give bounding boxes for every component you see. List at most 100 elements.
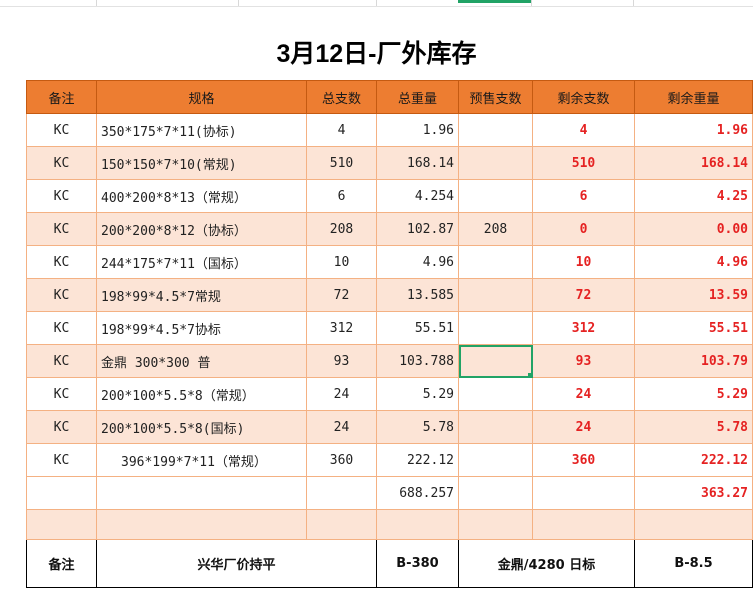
total-count-cell[interactable]: 208 [306,212,377,246]
total-weight-cell[interactable]: 222.12 [376,443,459,477]
note-cell[interactable]: KC [26,344,97,378]
presale-cell[interactable] [458,278,533,312]
spec-cell[interactable]: 150*150*7*10(常规) [96,146,307,180]
presale-cell[interactable] [458,245,533,279]
total-weight-cell[interactable]: 168.14 [376,146,459,180]
empty-cell[interactable] [306,509,377,540]
header-remaining-count[interactable]: 剩余支数 [532,80,635,114]
spec-cell[interactable]: 350*175*7*11(协标) [96,113,307,147]
total-weight-cell[interactable]: 102.87 [376,212,459,246]
total-count-cell[interactable]: 360 [306,443,377,477]
note-cell[interactable]: KC [26,179,97,213]
remaining-weight-cell[interactable]: 4.96 [634,245,753,279]
footer-b380[interactable]: B-380 [376,539,459,588]
presale-cell[interactable] [458,344,533,378]
empty-cell[interactable] [532,509,635,540]
total-weight-cell[interactable]: 103.788 [376,344,459,378]
spec-cell[interactable]: 200*100*5.5*8(国标) [96,410,307,444]
header-total-weight[interactable]: 总重量 [376,80,459,114]
header-note[interactable]: 备注 [26,80,97,114]
remaining-count-cell[interactable]: 10 [532,245,635,279]
remaining-weight-cell[interactable]: 1.96 [634,113,753,147]
remaining-count-cell[interactable]: 24 [532,377,635,411]
note-cell[interactable]: KC [26,278,97,312]
total-weight-cell[interactable]: 5.78 [376,410,459,444]
remaining-count-cell[interactable]: 72 [532,278,635,312]
presale-cell[interactable] [458,410,533,444]
footer-jinding-note[interactable]: 金鼎/4280 日标 [458,539,635,588]
remaining-weight-cell[interactable]: 168.14 [634,146,753,180]
presale-cell[interactable] [458,443,533,477]
footer-xinghua-note[interactable]: 兴华厂价持平 [96,539,377,588]
remaining-weight-cell[interactable]: 13.59 [634,278,753,312]
remaining-count-cell[interactable]: 4 [532,113,635,147]
remaining-weight-cell[interactable]: 222.12 [634,443,753,477]
totals-remaining-count-cell[interactable] [532,476,635,510]
note-cell[interactable]: KC [26,212,97,246]
total-weight-cell[interactable]: 55.51 [376,311,459,345]
remaining-weight-cell[interactable]: 0.00 [634,212,753,246]
presale-cell[interactable]: 208 [458,212,533,246]
total-weight-cell[interactable]: 5.29 [376,377,459,411]
presale-cell[interactable] [458,311,533,345]
spec-cell[interactable]: 200*200*8*12（协标） [96,212,307,246]
total-count-cell[interactable]: 93 [306,344,377,378]
total-weight-cell[interactable]: 13.585 [376,278,459,312]
remaining-count-cell[interactable]: 312 [532,311,635,345]
note-cell[interactable]: KC [26,311,97,345]
note-cell[interactable]: KC [26,245,97,279]
header-total-count[interactable]: 总支数 [306,80,377,114]
presale-cell[interactable] [458,146,533,180]
note-cell[interactable]: KC [26,113,97,147]
total-count-cell[interactable]: 24 [306,410,377,444]
total-count-cell[interactable]: 72 [306,278,377,312]
header-remaining-weight[interactable]: 剩余重量 [634,80,753,114]
header-spec[interactable]: 规格 [96,80,307,114]
header-presale[interactable]: 预售支数 [458,80,533,114]
spec-cell[interactable]: 244*175*7*11（国标） [96,245,307,279]
remaining-weight-cell[interactable]: 4.25 [634,179,753,213]
remaining-weight-cell[interactable]: 55.51 [634,311,753,345]
total-weight-cell[interactable]: 1.96 [376,113,459,147]
totals-spec-cell[interactable] [96,476,307,510]
remaining-count-cell[interactable]: 24 [532,410,635,444]
spec-cell[interactable]: 200*100*5.5*8（常规） [96,377,307,411]
remaining-count-cell[interactable]: 6 [532,179,635,213]
spec-cell[interactable]: 金鼎 300*300 普 [96,344,307,378]
total-count-cell[interactable]: 4 [306,113,377,147]
empty-cell[interactable] [96,509,307,540]
empty-cell[interactable] [376,509,459,540]
empty-cell[interactable] [458,509,533,540]
note-cell[interactable]: KC [26,443,97,477]
spec-cell[interactable]: 198*99*4.5*7协标 [96,311,307,345]
total-weight-cell[interactable]: 4.96 [376,245,459,279]
remaining-count-cell[interactable]: 510 [532,146,635,180]
total-count-cell[interactable]: 10 [306,245,377,279]
presale-cell[interactable] [458,377,533,411]
total-count-cell[interactable]: 510 [306,146,377,180]
remaining-count-cell[interactable]: 360 [532,443,635,477]
spec-cell[interactable]: 400*200*8*13（常规） [96,179,307,213]
remaining-weight-cell[interactable]: 103.79 [634,344,753,378]
remaining-weight-cell[interactable]: 5.78 [634,410,753,444]
note-cell[interactable]: KC [26,377,97,411]
footer-b85[interactable]: B-8.5 [634,539,753,588]
totals-note-cell[interactable] [26,476,97,510]
total-count-cell[interactable]: 24 [306,377,377,411]
note-cell[interactable]: KC [26,410,97,444]
presale-cell[interactable] [458,179,533,213]
empty-cell[interactable] [634,509,753,540]
totals-presale-cell[interactable] [458,476,533,510]
spec-cell[interactable]: 198*99*4.5*7常规 [96,278,307,312]
remaining-count-cell[interactable]: 93 [532,344,635,378]
footer-label[interactable]: 备注 [26,539,97,588]
total-weight-cell[interactable]: 4.254 [376,179,459,213]
note-cell[interactable]: KC [26,146,97,180]
remaining-weight-cell[interactable]: 5.29 [634,377,753,411]
total-count-cell[interactable]: 312 [306,311,377,345]
empty-cell[interactable] [26,509,97,540]
grand-remaining-weight[interactable]: 363.27 [634,476,753,510]
presale-cell[interactable] [458,113,533,147]
total-count-cell[interactable]: 6 [306,179,377,213]
remaining-count-cell[interactable]: 0 [532,212,635,246]
